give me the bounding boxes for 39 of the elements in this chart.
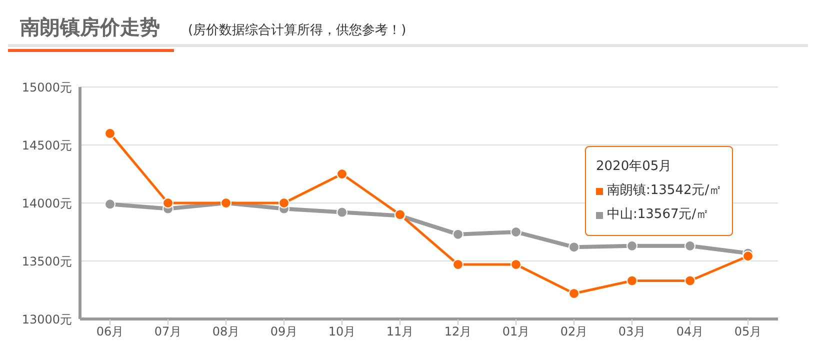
x-tick-label: 02月 [560, 324, 588, 339]
x-tick-label: 10月 [328, 324, 356, 339]
point [278, 198, 290, 208]
point [452, 258, 464, 270]
x-tick-label: 05月 [734, 324, 762, 339]
point [452, 228, 464, 240]
x-tick-label: 06月 [96, 324, 124, 339]
annotation: 2020年05月 [596, 158, 672, 176]
y-tick-label: 14000元 [22, 196, 72, 210]
x-tick-label: 07月 [154, 324, 182, 339]
point [568, 242, 580, 253]
point [626, 275, 638, 286]
y-tick-label: 14500元 [22, 138, 72, 152]
x-tick-label: 09月 [270, 324, 298, 339]
point [510, 226, 522, 238]
chart-title: 南朗镇房价走势 [8, 8, 174, 52]
x-tick-label: 08月 [212, 324, 240, 339]
point [336, 168, 348, 180]
point [104, 128, 116, 139]
chart-subtitle: (房价数据综合计算所得，供您参考！) [188, 22, 406, 39]
point [626, 240, 638, 252]
y-tick-label: 13000元 [22, 312, 72, 326]
annotation: 南朗镇:13542元/㎡ [607, 182, 722, 200]
point [162, 198, 174, 208]
x-tick-label: 11月 [386, 324, 414, 339]
x-tick-label: 03月 [618, 324, 646, 339]
point [742, 250, 754, 262]
annotation: 中山:13567元/㎡ [607, 206, 710, 224]
point [684, 240, 696, 252]
x-tick-label: 04月 [676, 324, 704, 339]
x-tick-label: 12月 [444, 324, 472, 339]
point [336, 206, 348, 218]
x-tick-label: 01月 [502, 324, 530, 339]
point [510, 258, 522, 270]
point [684, 275, 696, 286]
y-tick-label: 15000元 [22, 80, 72, 94]
point [568, 288, 580, 299]
y-tick-label: 13500元 [22, 254, 72, 268]
point [104, 198, 116, 210]
